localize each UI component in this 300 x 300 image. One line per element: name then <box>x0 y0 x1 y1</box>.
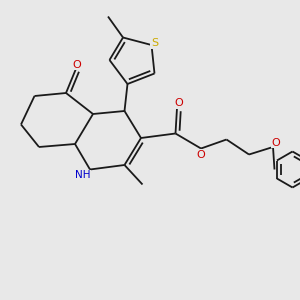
Text: O: O <box>196 149 206 160</box>
Text: NH: NH <box>75 170 90 181</box>
Text: O: O <box>272 137 280 148</box>
Text: O: O <box>72 59 81 70</box>
Text: S: S <box>151 38 158 49</box>
Text: O: O <box>174 98 183 109</box>
